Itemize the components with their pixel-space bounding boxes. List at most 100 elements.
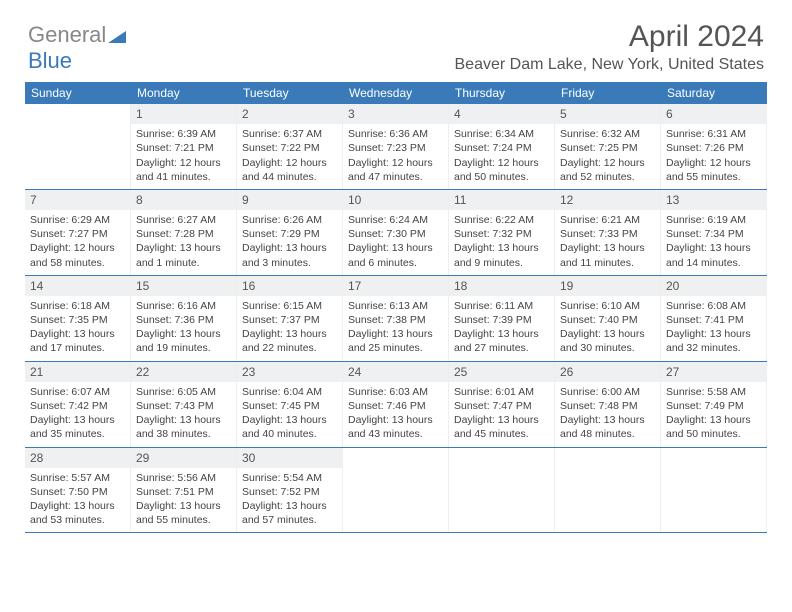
day-number: 8	[131, 190, 236, 210]
daylight-text: Daylight: 13 hours	[30, 413, 125, 427]
sunrise-text: Sunrise: 5:56 AM	[136, 471, 231, 485]
daylight-text: and 50 minutes.	[454, 170, 549, 184]
sunrise-text: Sunrise: 6:11 AM	[454, 299, 549, 313]
sunset-text: Sunset: 7:41 PM	[666, 313, 761, 327]
daylight-text: Daylight: 12 hours	[136, 156, 231, 170]
day-cell: 9Sunrise: 6:26 AMSunset: 7:29 PMDaylight…	[237, 190, 343, 275]
sunset-text: Sunset: 7:39 PM	[454, 313, 549, 327]
sunset-text: Sunset: 7:30 PM	[348, 227, 443, 241]
daylight-text: and 25 minutes.	[348, 341, 443, 355]
sunrise-text: Sunrise: 6:13 AM	[348, 299, 443, 313]
daylight-text: Daylight: 13 hours	[666, 327, 761, 341]
sunrise-text: Sunrise: 6:26 AM	[242, 213, 337, 227]
daylight-text: Daylight: 13 hours	[454, 241, 549, 255]
daylight-text: and 38 minutes.	[136, 427, 231, 441]
day-cell: 4Sunrise: 6:34 AMSunset: 7:24 PMDaylight…	[449, 104, 555, 189]
sunset-text: Sunset: 7:23 PM	[348, 141, 443, 155]
day-number: 1	[131, 104, 236, 124]
day-cell: 11Sunrise: 6:22 AMSunset: 7:32 PMDayligh…	[449, 190, 555, 275]
weekday-header: Wednesday	[343, 82, 449, 104]
day-number: 21	[25, 362, 130, 382]
daylight-text: and 9 minutes.	[454, 256, 549, 270]
day-cell	[555, 448, 661, 533]
daylight-text: and 47 minutes.	[348, 170, 443, 184]
sunrise-text: Sunrise: 6:05 AM	[136, 385, 231, 399]
daylight-text: Daylight: 13 hours	[348, 241, 443, 255]
sunrise-text: Sunrise: 6:27 AM	[136, 213, 231, 227]
sunrise-text: Sunrise: 6:03 AM	[348, 385, 443, 399]
daylight-text: Daylight: 13 hours	[242, 413, 337, 427]
sunrise-text: Sunrise: 6:19 AM	[666, 213, 761, 227]
day-cell: 26Sunrise: 6:00 AMSunset: 7:48 PMDayligh…	[555, 362, 661, 447]
daylight-text: and 57 minutes.	[242, 513, 337, 527]
day-number: 11	[449, 190, 554, 210]
sunset-text: Sunset: 7:37 PM	[242, 313, 337, 327]
sunrise-text: Sunrise: 6:01 AM	[454, 385, 549, 399]
week-row: 21Sunrise: 6:07 AMSunset: 7:42 PMDayligh…	[25, 362, 767, 448]
day-number: 13	[661, 190, 766, 210]
daylight-text: and 35 minutes.	[30, 427, 125, 441]
daylight-text: and 11 minutes.	[560, 256, 655, 270]
daylight-text: and 52 minutes.	[560, 170, 655, 184]
weekday-header: Monday	[131, 82, 237, 104]
sunset-text: Sunset: 7:21 PM	[136, 141, 231, 155]
sunset-text: Sunset: 7:33 PM	[560, 227, 655, 241]
daylight-text: Daylight: 13 hours	[30, 327, 125, 341]
day-cell: 18Sunrise: 6:11 AMSunset: 7:39 PMDayligh…	[449, 276, 555, 361]
daylight-text: Daylight: 12 hours	[242, 156, 337, 170]
sunset-text: Sunset: 7:51 PM	[136, 485, 231, 499]
daylight-text: Daylight: 12 hours	[30, 241, 125, 255]
day-number: 22	[131, 362, 236, 382]
sunrise-text: Sunrise: 6:21 AM	[560, 213, 655, 227]
daylight-text: Daylight: 13 hours	[136, 327, 231, 341]
sunrise-text: Sunrise: 6:39 AM	[136, 127, 231, 141]
day-number: 2	[237, 104, 342, 124]
week-row: 7Sunrise: 6:29 AMSunset: 7:27 PMDaylight…	[25, 190, 767, 276]
sunset-text: Sunset: 7:22 PM	[242, 141, 337, 155]
day-cell: 10Sunrise: 6:24 AMSunset: 7:30 PMDayligh…	[343, 190, 449, 275]
day-number: 6	[661, 104, 766, 124]
day-cell: 13Sunrise: 6:19 AMSunset: 7:34 PMDayligh…	[661, 190, 767, 275]
day-number: 17	[343, 276, 448, 296]
weekday-header: Friday	[555, 82, 661, 104]
weekday-header: Tuesday	[237, 82, 343, 104]
day-cell: 21Sunrise: 6:07 AMSunset: 7:42 PMDayligh…	[25, 362, 131, 447]
day-number: 16	[237, 276, 342, 296]
daylight-text: Daylight: 12 hours	[348, 156, 443, 170]
sunset-text: Sunset: 7:52 PM	[242, 485, 337, 499]
day-number: 19	[555, 276, 660, 296]
daylight-text: Daylight: 13 hours	[454, 413, 549, 427]
day-number: 25	[449, 362, 554, 382]
sunrise-text: Sunrise: 6:32 AM	[560, 127, 655, 141]
sunset-text: Sunset: 7:34 PM	[666, 227, 761, 241]
daylight-text: and 50 minutes.	[666, 427, 761, 441]
day-number: 14	[25, 276, 130, 296]
daylight-text: Daylight: 12 hours	[454, 156, 549, 170]
logo-icon	[108, 29, 126, 43]
sunset-text: Sunset: 7:29 PM	[242, 227, 337, 241]
sunset-text: Sunset: 7:24 PM	[454, 141, 549, 155]
daylight-text: Daylight: 13 hours	[30, 499, 125, 513]
sunrise-text: Sunrise: 6:34 AM	[454, 127, 549, 141]
sunrise-text: Sunrise: 6:36 AM	[348, 127, 443, 141]
daylight-text: Daylight: 12 hours	[560, 156, 655, 170]
day-cell: 2Sunrise: 6:37 AMSunset: 7:22 PMDaylight…	[237, 104, 343, 189]
sunset-text: Sunset: 7:49 PM	[666, 399, 761, 413]
day-cell	[25, 104, 131, 189]
sunrise-text: Sunrise: 6:16 AM	[136, 299, 231, 313]
daylight-text: Daylight: 13 hours	[136, 413, 231, 427]
sunrise-text: Sunrise: 6:18 AM	[30, 299, 125, 313]
sunset-text: Sunset: 7:27 PM	[30, 227, 125, 241]
logo-text-2: Blue	[28, 48, 72, 73]
day-number: 9	[237, 190, 342, 210]
day-number: 15	[131, 276, 236, 296]
daylight-text: and 43 minutes.	[348, 427, 443, 441]
day-cell: 5Sunrise: 6:32 AMSunset: 7:25 PMDaylight…	[555, 104, 661, 189]
day-cell: 27Sunrise: 5:58 AMSunset: 7:49 PMDayligh…	[661, 362, 767, 447]
daylight-text: and 40 minutes.	[242, 427, 337, 441]
day-number: 3	[343, 104, 448, 124]
sunrise-text: Sunrise: 6:24 AM	[348, 213, 443, 227]
day-cell: 1 Sunrise: 6:39 AMSunset: 7:21 PMDaylight…	[131, 104, 237, 189]
day-cell: 23Sunrise: 6:04 AMSunset: 7:45 PMDayligh…	[237, 362, 343, 447]
day-cell: 24Sunrise: 6:03 AMSunset: 7:46 PMDayligh…	[343, 362, 449, 447]
